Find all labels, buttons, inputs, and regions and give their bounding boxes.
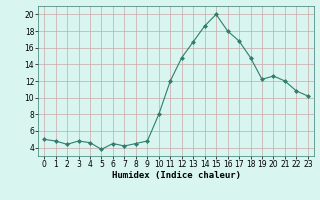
X-axis label: Humidex (Indice chaleur): Humidex (Indice chaleur) [111, 171, 241, 180]
